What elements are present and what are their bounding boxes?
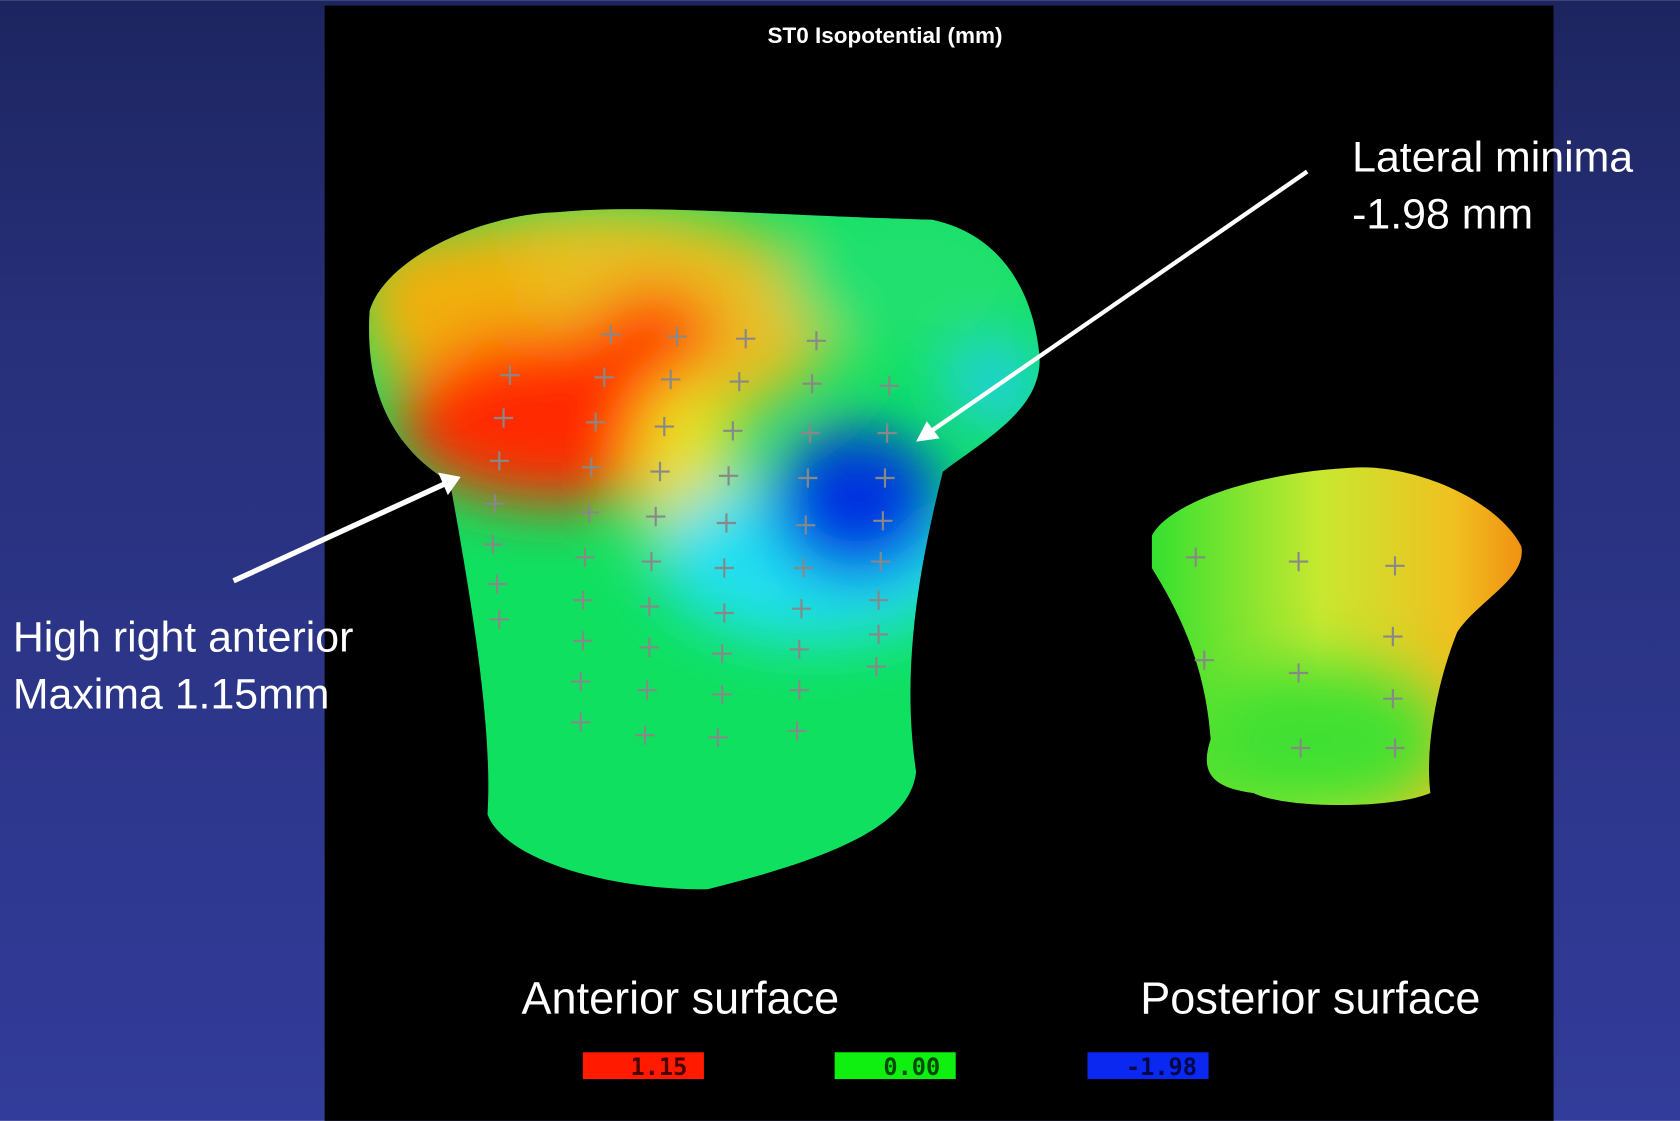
electrode-marker: [791, 599, 812, 619]
electrode-marker: [718, 466, 739, 486]
electrode-marker: [493, 408, 514, 428]
electrode-marker: [714, 603, 734, 623]
arrow: [232, 481, 445, 584]
annotation: Lateral minima: [1352, 134, 1633, 182]
electrode-marker: [716, 513, 737, 533]
electrode-marker: [575, 547, 595, 567]
electrode-marker: [586, 412, 606, 432]
electrode-marker: [637, 680, 657, 700]
electrode-marker: [1383, 626, 1403, 647]
electrode-marker: [667, 326, 687, 347]
electrode-marker: [873, 511, 893, 531]
electrode-marker: [800, 423, 820, 443]
electrode-marker: [500, 365, 520, 385]
electrode-marker: [1383, 689, 1403, 709]
electrode-marker: [650, 461, 670, 482]
electrode-marker: [866, 656, 887, 677]
electrode-marker: [793, 558, 814, 578]
electrode-marker: [573, 590, 593, 610]
electrode-marker: [714, 558, 734, 578]
arrow-head: [438, 472, 461, 496]
legend-swatch: [582, 1052, 704, 1080]
legend-label: -1.98: [1126, 1053, 1197, 1081]
electrode-marker: [806, 331, 827, 351]
electrode-marker: [1288, 663, 1309, 683]
electrode-marker: [879, 376, 899, 396]
electrode-marker: [1186, 547, 1206, 567]
map-title: ST0 Isopotential (mm): [767, 23, 1002, 48]
electrode-marker: [579, 502, 599, 522]
electrode-marker: [1385, 738, 1405, 758]
annotation: Maxima 1.15mm: [13, 670, 330, 718]
electrode-marker: [736, 329, 756, 349]
electrode-marker: [787, 721, 807, 741]
legend-label: 1.15: [631, 1053, 688, 1081]
electrode-marker: [798, 468, 818, 488]
electrode-marker: [712, 644, 732, 664]
surface-label: Anterior surface: [522, 973, 840, 1024]
electrode-marker: [796, 515, 816, 535]
legend-swatch: [834, 1052, 956, 1080]
electrode-marker: [729, 371, 749, 392]
electrode-marker: [594, 367, 614, 387]
legend-label: 0.00: [883, 1053, 940, 1081]
electrode-marker: [1385, 556, 1405, 576]
electrode-markers: [483, 324, 1405, 758]
electrode-marker: [571, 671, 591, 692]
electrode-marker: [489, 609, 509, 630]
arrow-head: [916, 421, 940, 442]
electrode-marker: [641, 551, 662, 572]
annotation: High right anterior: [13, 614, 354, 662]
electrode-marker: [601, 324, 621, 345]
electrode-marker: [487, 574, 507, 594]
electrode-marker: [708, 727, 728, 747]
electrode-marker: [573, 631, 593, 651]
electrode-marker: [789, 639, 809, 660]
annotation: -1.98 mm: [1352, 190, 1533, 238]
electrode-marker: [723, 421, 743, 441]
electrode-marker: [712, 684, 732, 705]
electrode-marker: [654, 416, 674, 437]
electrode-marker: [1288, 551, 1309, 572]
electrode-marker: [1291, 738, 1311, 758]
electrode-marker: [661, 369, 681, 390]
electrode-marker: [1194, 650, 1214, 670]
electrode-marker: [489, 451, 509, 471]
electrode-marker: [571, 712, 591, 732]
electrode-marker: [877, 423, 897, 443]
electrode-marker: [789, 680, 809, 700]
electrode-marker: [646, 506, 666, 527]
electrode-marker: [868, 590, 889, 610]
electrode-marker: [581, 457, 602, 477]
electrode-marker: [639, 637, 659, 657]
electrode-marker: [485, 494, 505, 514]
legend-swatch: [1087, 1052, 1209, 1080]
electrode-marker: [871, 551, 891, 572]
electrode-marker: [868, 624, 889, 645]
electrode-marker: [875, 468, 895, 488]
electrode-marker: [639, 596, 659, 617]
electrode-marker: [802, 374, 822, 394]
electrode-marker: [483, 534, 503, 555]
surface-label: Posterior surface: [1140, 973, 1480, 1024]
electrode-marker: [635, 725, 655, 745]
arrow: [928, 169, 1309, 434]
